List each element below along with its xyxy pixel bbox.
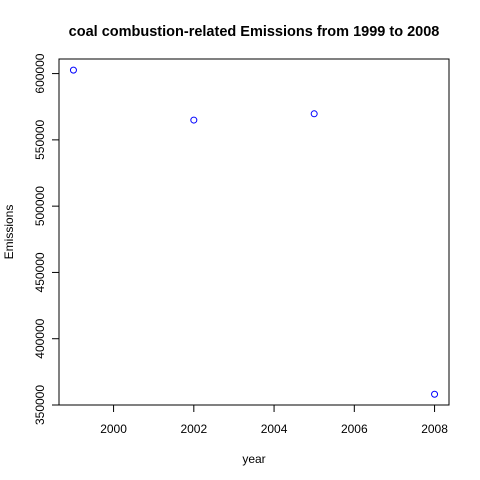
y-axis: 350000 400000 450000 500000 550000 600000 [33,53,60,425]
y-tick-label: 350000 [33,385,47,425]
y-tick-label: 550000 [33,120,47,160]
x-axis-label: year [242,452,265,466]
data-point [431,390,439,398]
y-axis-label: Emissions [2,205,16,260]
plot-frame [58,58,450,406]
x-tick-label: 2008 [421,422,448,436]
data-point [190,116,198,124]
y-tick-label: 400000 [33,318,47,358]
y-tick-label: 500000 [33,186,47,226]
y-tick-label: 450000 [33,252,47,292]
x-tick-label: 2006 [341,422,368,436]
x-tick-label: 2000 [100,422,127,436]
data-points [69,66,439,398]
y-tick-label: 600000 [33,53,47,93]
x-tick-label: 2002 [180,422,207,436]
chart-title: coal combustion-related Emissions from 1… [69,24,440,40]
data-point [69,66,77,74]
x-axis: 2000 2002 2004 2006 2008 [100,404,448,436]
x-tick-label: 2004 [261,422,288,436]
data-point [310,110,318,118]
